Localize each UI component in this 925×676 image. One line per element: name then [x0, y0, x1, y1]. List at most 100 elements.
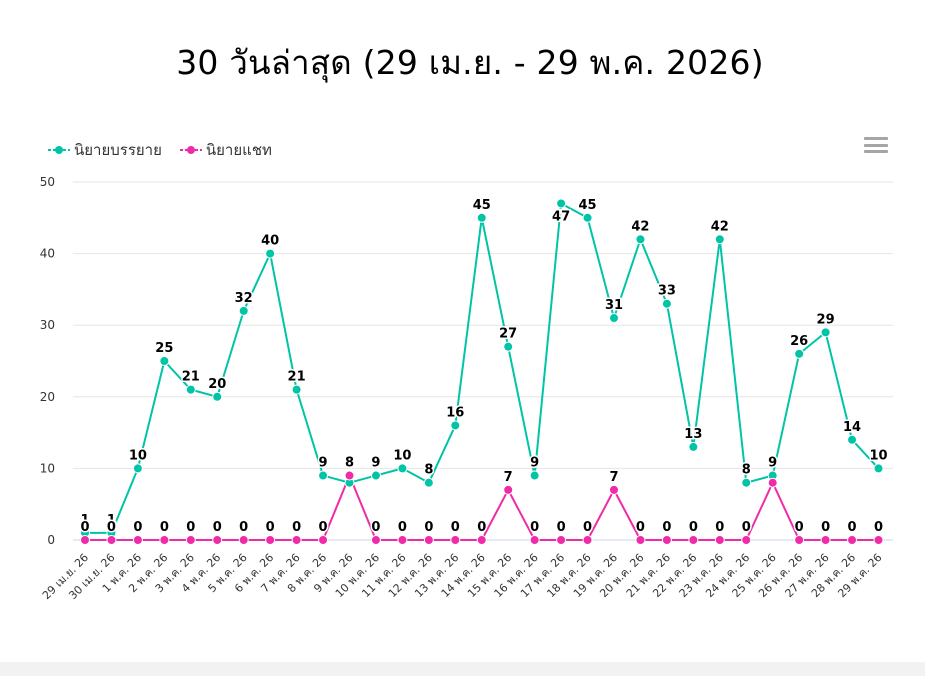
- chart-title: 30 วันล่าสุด (29 เม.ย. - 29 พ.ค. 2026): [176, 43, 764, 82]
- data-point-series-1: [609, 313, 619, 324]
- data-label-series-1: 26: [790, 334, 808, 349]
- series-line-1: [85, 202, 880, 534]
- data-point-series-2: [80, 535, 90, 545]
- y-tick-label: 30: [40, 318, 55, 332]
- data-point-series-1: [688, 441, 699, 452]
- data-label-series-1: 13: [684, 427, 702, 442]
- legend-item-series-2[interactable]: นิยายแชท: [179, 138, 272, 162]
- data-point-series-2: [397, 535, 408, 545]
- legend-marker-series-2: [179, 146, 202, 154]
- data-point-series-2: [794, 535, 805, 545]
- data-point-series-1: [873, 463, 884, 474]
- data-point-series-1: [238, 305, 249, 316]
- data-point-series-1: [582, 212, 593, 223]
- data-point-series-2: [847, 535, 858, 545]
- data-point-series-2: [238, 535, 249, 545]
- data-point-series-1: [318, 470, 329, 481]
- data-point-series-2: [106, 535, 117, 545]
- data-point-series-2: [185, 535, 196, 545]
- data-label-series-2: 0: [662, 520, 671, 535]
- data-label-series-1: 33: [658, 284, 676, 299]
- data-point-series-1: [529, 470, 540, 481]
- data-label-series-1: 8: [742, 463, 751, 478]
- data-label-series-1: 27: [499, 327, 517, 342]
- data-point-series-1: [159, 356, 170, 366]
- data-label-series-1: 1: [107, 513, 116, 528]
- legend-label-series-1: นิยายบรรยาย: [74, 141, 162, 159]
- data-label-series-2: 0: [80, 520, 89, 535]
- hamburger-menu-icon[interactable]: [864, 137, 888, 157]
- data-label-series-2: 0: [319, 520, 328, 535]
- data-label-series-1: 47: [552, 209, 570, 224]
- data-label-series-1: 21: [182, 370, 200, 385]
- data-label-series-1: 16: [446, 405, 464, 420]
- data-label-series-2: 8: [345, 456, 354, 471]
- legend: นิยายบรรยาย นิยายแชท: [48, 139, 290, 161]
- data-label-series-2: 0: [398, 520, 407, 535]
- data-point-series-1: [291, 384, 302, 395]
- legend-item-series-1[interactable]: นิยายบรรยาย: [48, 138, 162, 162]
- data-label-series-2: 0: [186, 520, 195, 535]
- data-label-series-1: 10: [393, 448, 411, 463]
- data-point-series-2: [503, 484, 514, 495]
- data-point-series-2: [344, 470, 355, 481]
- data-point-series-2: [132, 535, 143, 545]
- data-point-series-1: [423, 477, 434, 488]
- data-point-series-2: [661, 535, 672, 545]
- data-label-series-2: 0: [848, 520, 857, 535]
- data-label-series-1: 21: [288, 370, 306, 385]
- data-label-series-1: 42: [711, 219, 729, 234]
- data-point-series-2: [582, 535, 593, 545]
- data-label-series-1: 9: [371, 456, 380, 471]
- data-label-series-2: 0: [160, 520, 169, 535]
- data-point-series-2: [450, 535, 461, 545]
- data-point-series-2: [688, 535, 699, 545]
- data-point-series-2: [370, 535, 381, 545]
- data-label-series-2: 0: [451, 520, 460, 535]
- data-label-series-1: 14: [843, 420, 861, 435]
- data-label-series-1: 10: [869, 448, 887, 463]
- data-point-series-2: [529, 535, 540, 545]
- data-point-series-2: [609, 484, 619, 495]
- data-label-series-2: 0: [266, 520, 275, 535]
- data-label-series-2: 0: [874, 520, 883, 535]
- data-point-series-2: [820, 535, 831, 545]
- data-label-series-2: 0: [715, 520, 724, 535]
- data-label-series-2: 0: [239, 520, 248, 535]
- data-label-series-2: 0: [795, 520, 804, 535]
- data-label-series-1: 29: [817, 312, 835, 327]
- data-label-series-2: 0: [636, 520, 645, 535]
- data-label-series-1: 8: [424, 463, 433, 478]
- data-label-series-2: 0: [133, 520, 142, 535]
- data-point-series-2: [714, 535, 725, 545]
- y-tick-label: 50: [40, 175, 55, 189]
- data-label-series-1: 9: [530, 456, 539, 471]
- data-label-series-1: 25: [155, 341, 173, 356]
- footer-band: [0, 662, 925, 676]
- data-point-series-2: [159, 535, 170, 545]
- data-point-series-2: [265, 535, 276, 545]
- data-label-series-2: 0: [557, 520, 566, 535]
- data-label-series-2: 0: [583, 520, 592, 535]
- data-label-series-1: 45: [473, 198, 491, 213]
- data-point-series-1: [132, 463, 143, 474]
- legend-marker-series-1: [48, 146, 70, 154]
- data-point-series-1: [556, 198, 567, 209]
- legend-label-series-2: นิยายแชท: [205, 141, 272, 159]
- data-point-series-1: [476, 212, 487, 223]
- data-label-series-2: 0: [689, 520, 698, 535]
- data-label-series-1: 32: [235, 291, 253, 306]
- data-point-series-2: [741, 535, 752, 545]
- data-point-series-1: [847, 434, 858, 445]
- data-point-series-1: [661, 298, 672, 309]
- y-tick-label: 0: [47, 533, 55, 547]
- data-point-series-2: [291, 535, 302, 545]
- data-point-series-1: [741, 477, 752, 488]
- data-point-series-2: [635, 535, 646, 545]
- y-tick-label: 20: [40, 390, 55, 404]
- data-point-series-1: [820, 327, 831, 338]
- data-label-series-2: 0: [213, 520, 222, 535]
- data-point-series-1: [503, 341, 514, 352]
- data-point-series-1: [397, 463, 408, 474]
